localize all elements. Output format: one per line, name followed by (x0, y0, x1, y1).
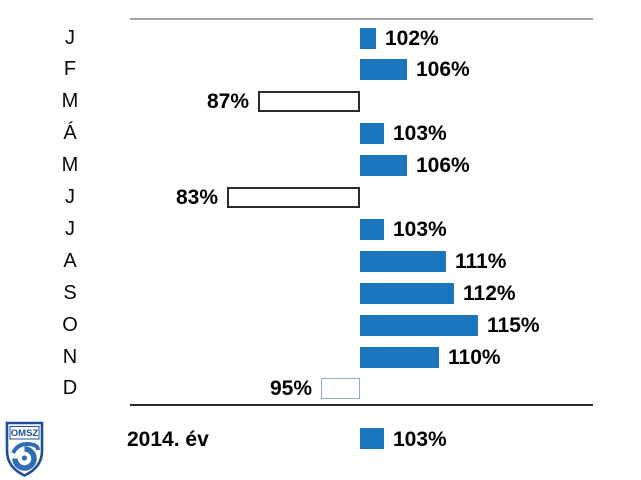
bar-10 (360, 347, 439, 368)
bar-3 (360, 123, 384, 144)
value-label-3: 103% (393, 122, 447, 145)
omsz-logo: OMSZ (5, 421, 44, 477)
month-label-3: Á (63, 122, 77, 144)
month-label-5: J (65, 186, 75, 208)
bar-4 (360, 155, 407, 176)
value-label-5: 83% (175, 186, 218, 209)
value-label-11: 95% (269, 377, 312, 400)
year-label: 2014. év (127, 428, 209, 451)
month-label-4: M (61, 154, 79, 176)
bar-5 (227, 187, 360, 208)
value-label-8: 112% (463, 282, 516, 305)
bar-2 (258, 91, 360, 112)
month-label-11: D (62, 377, 78, 399)
month-label-10: N (62, 346, 78, 368)
month-label-8: S (63, 282, 77, 304)
value-label-4: 106% (416, 154, 470, 177)
bar-11 (321, 378, 360, 399)
value-label-6: 103% (393, 218, 447, 241)
bar-0 (360, 28, 376, 49)
value-label-10: 110% (448, 346, 501, 369)
logo-text: OMSZ (11, 428, 39, 439)
logo-text-box (9, 426, 40, 440)
logo-wave-icon (11, 442, 40, 471)
bar-9 (360, 315, 478, 336)
bar-1 (360, 59, 407, 80)
month-label-6: J (65, 218, 75, 240)
month-label-1: F (63, 58, 77, 80)
month-label-9: O (62, 314, 78, 336)
value-label-9: 115% (487, 314, 540, 337)
bar-6 (360, 219, 384, 240)
bar-8 (360, 283, 454, 304)
separator-line (130, 404, 593, 406)
year-bar (360, 428, 384, 449)
bar-7 (360, 251, 446, 272)
value-label-1: 106% (416, 58, 470, 81)
value-label-0: 102% (385, 27, 439, 50)
value-label-2: 87% (206, 90, 249, 113)
axis-top-line (130, 18, 593, 20)
month-label-7: A (63, 250, 77, 272)
value-label-7: 111% (455, 250, 507, 273)
month-label-2: M (61, 90, 79, 112)
month-label-0: J (65, 27, 75, 49)
year-value-label: 103% (393, 428, 447, 451)
